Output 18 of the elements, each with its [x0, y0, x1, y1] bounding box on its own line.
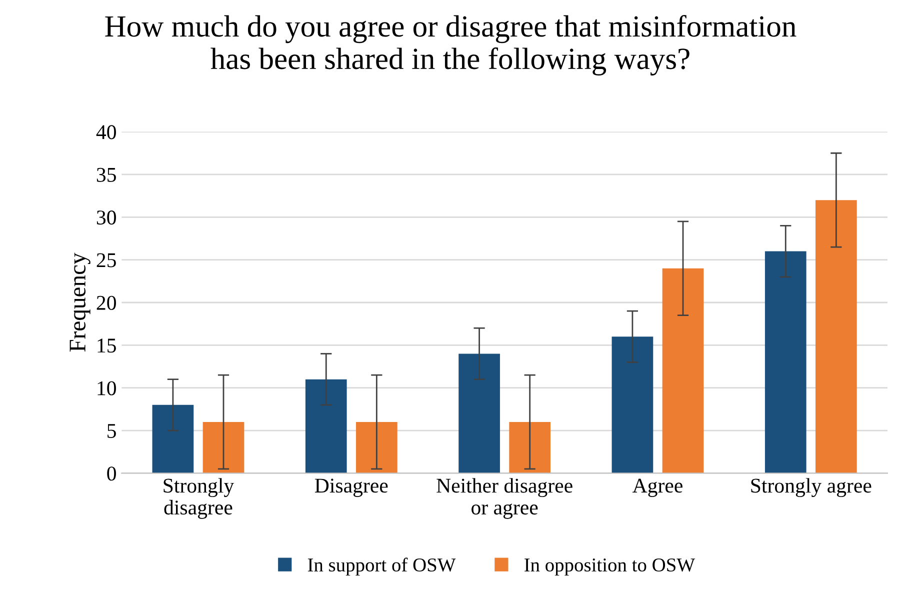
legend-label: In support of OSW: [308, 558, 456, 576]
y-tick-label: 5: [108, 424, 116, 438]
chart-title: How much do you agree or disagree that misinformation has been shared in the following ways?: [105, 14, 796, 76]
y-tick-label: 10: [98, 381, 116, 396]
x-tick-label: Disagree: [314, 478, 388, 497]
x-tick-label: Agree: [632, 478, 682, 497]
y-tick-label: 40: [96, 125, 116, 140]
y-tick-label: 30: [96, 210, 116, 225]
y-tick-label: 25: [96, 253, 116, 268]
x-tick-label: Strongly disagree: [164, 478, 234, 519]
x-tick-label: Neither disagree or agree: [436, 478, 572, 519]
y-tick-label: 20: [96, 296, 116, 310]
x-tick-label: Strongly agree: [751, 478, 872, 498]
y-tick-label: 35: [96, 168, 116, 182]
y-axis-title: Frequency: [70, 252, 90, 352]
y-tick-label: 15: [98, 338, 116, 353]
legend-label: In opposition to OSW: [524, 558, 695, 576]
y-tick-label: 0: [107, 466, 116, 481]
